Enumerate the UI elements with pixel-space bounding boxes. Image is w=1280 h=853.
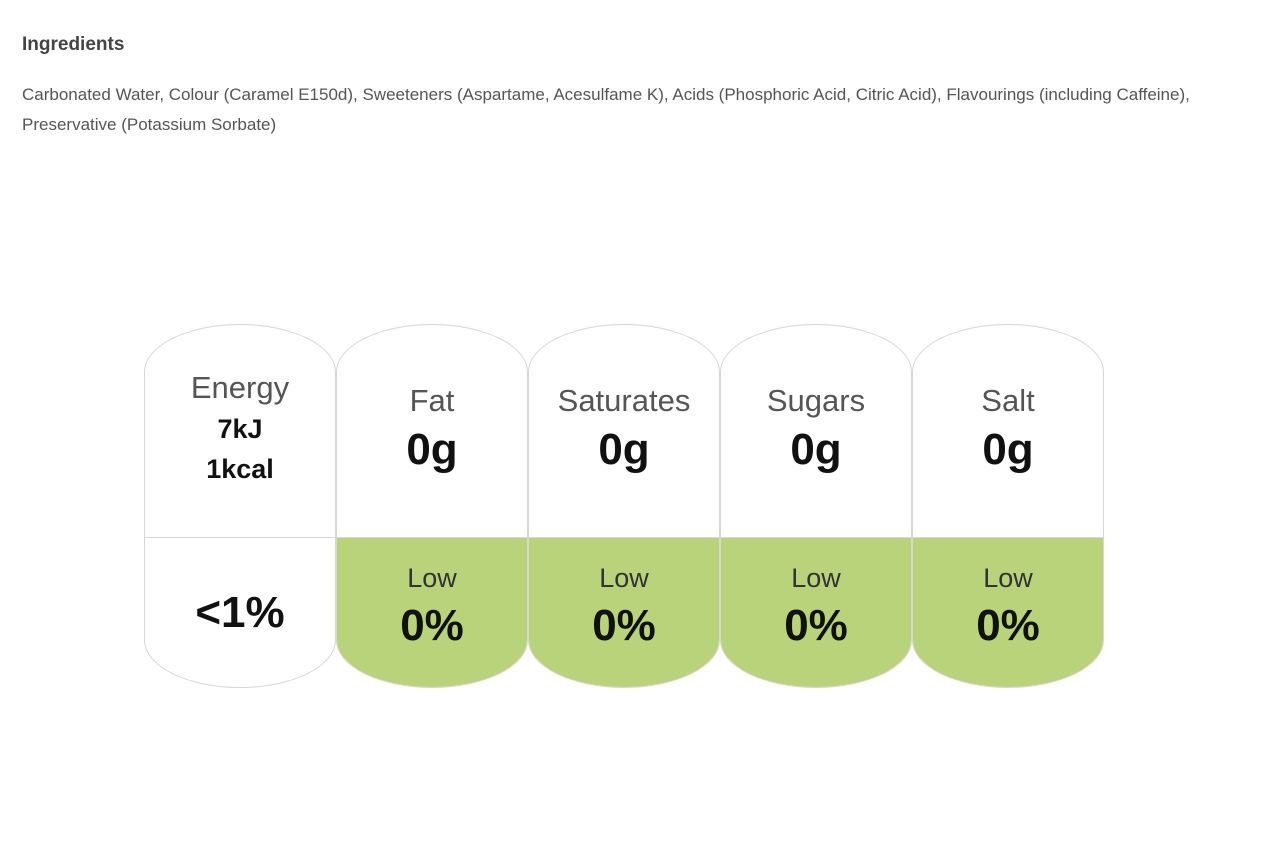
nutrient-saturates-bottom: Low 0% <box>529 537 719 687</box>
level-badge: Low <box>791 563 841 593</box>
nutrition-label: Energy 7kJ 1kcal <1% Fat 0g Low 0% Satur… <box>144 324 1104 688</box>
nutrient-saturates: Saturates 0g Low 0% <box>528 324 720 688</box>
nutrient-label: Salt <box>981 383 1035 418</box>
energy-kj-value: 7kJ <box>217 414 263 444</box>
nutrient-amount: 0g <box>406 425 458 474</box>
nutrient-energy-top: Energy 7kJ 1kcal <box>145 325 335 537</box>
nutrient-amount: 0g <box>982 425 1034 474</box>
nutrient-saturates-top: Saturates 0g <box>529 325 719 537</box>
nutrient-energy-bottom: <1% <box>145 537 335 687</box>
level-badge: Low <box>983 563 1033 593</box>
nutrient-salt-bottom: Low 0% <box>913 537 1103 687</box>
nutrient-sugars: Sugars 0g Low 0% <box>720 324 912 688</box>
nutrient-label: Energy <box>190 370 290 405</box>
nutrient-amount: 0g <box>790 425 842 474</box>
level-badge: Low <box>599 563 649 593</box>
ingredients-text: Carbonated Water, Colour (Caramel E150d)… <box>22 85 1190 134</box>
nutrient-fat-top: Fat 0g <box>337 325 527 537</box>
reference-intake-percent: 0% <box>400 601 464 650</box>
nutrient-salt: Salt 0g Low 0% <box>912 324 1104 688</box>
nutrient-sugars-top: Sugars 0g <box>721 325 911 537</box>
ingredients-heading: Ingredients <box>22 34 125 55</box>
nutrient-label: Sugars <box>766 383 866 418</box>
reference-intake-percent: 0% <box>976 601 1040 650</box>
reference-intake-percent: 0% <box>592 601 656 650</box>
reference-intake-percent: 0% <box>784 601 848 650</box>
nutrient-salt-top: Salt 0g <box>913 325 1103 537</box>
energy-kcal-value: 1kcal <box>206 454 274 484</box>
nutrient-energy: Energy 7kJ 1kcal <1% <box>144 324 336 688</box>
level-badge: Low <box>407 563 457 593</box>
nutrient-fat-bottom: Low 0% <box>337 537 527 687</box>
reference-intake-percent: <1% <box>195 588 285 637</box>
nutrient-sugars-bottom: Low 0% <box>721 537 911 687</box>
nutrient-fat: Fat 0g Low 0% <box>336 324 528 688</box>
nutrient-label: Fat <box>409 383 455 418</box>
nutrient-label: Saturates <box>557 383 691 418</box>
nutrient-amount: 0g <box>598 425 650 474</box>
